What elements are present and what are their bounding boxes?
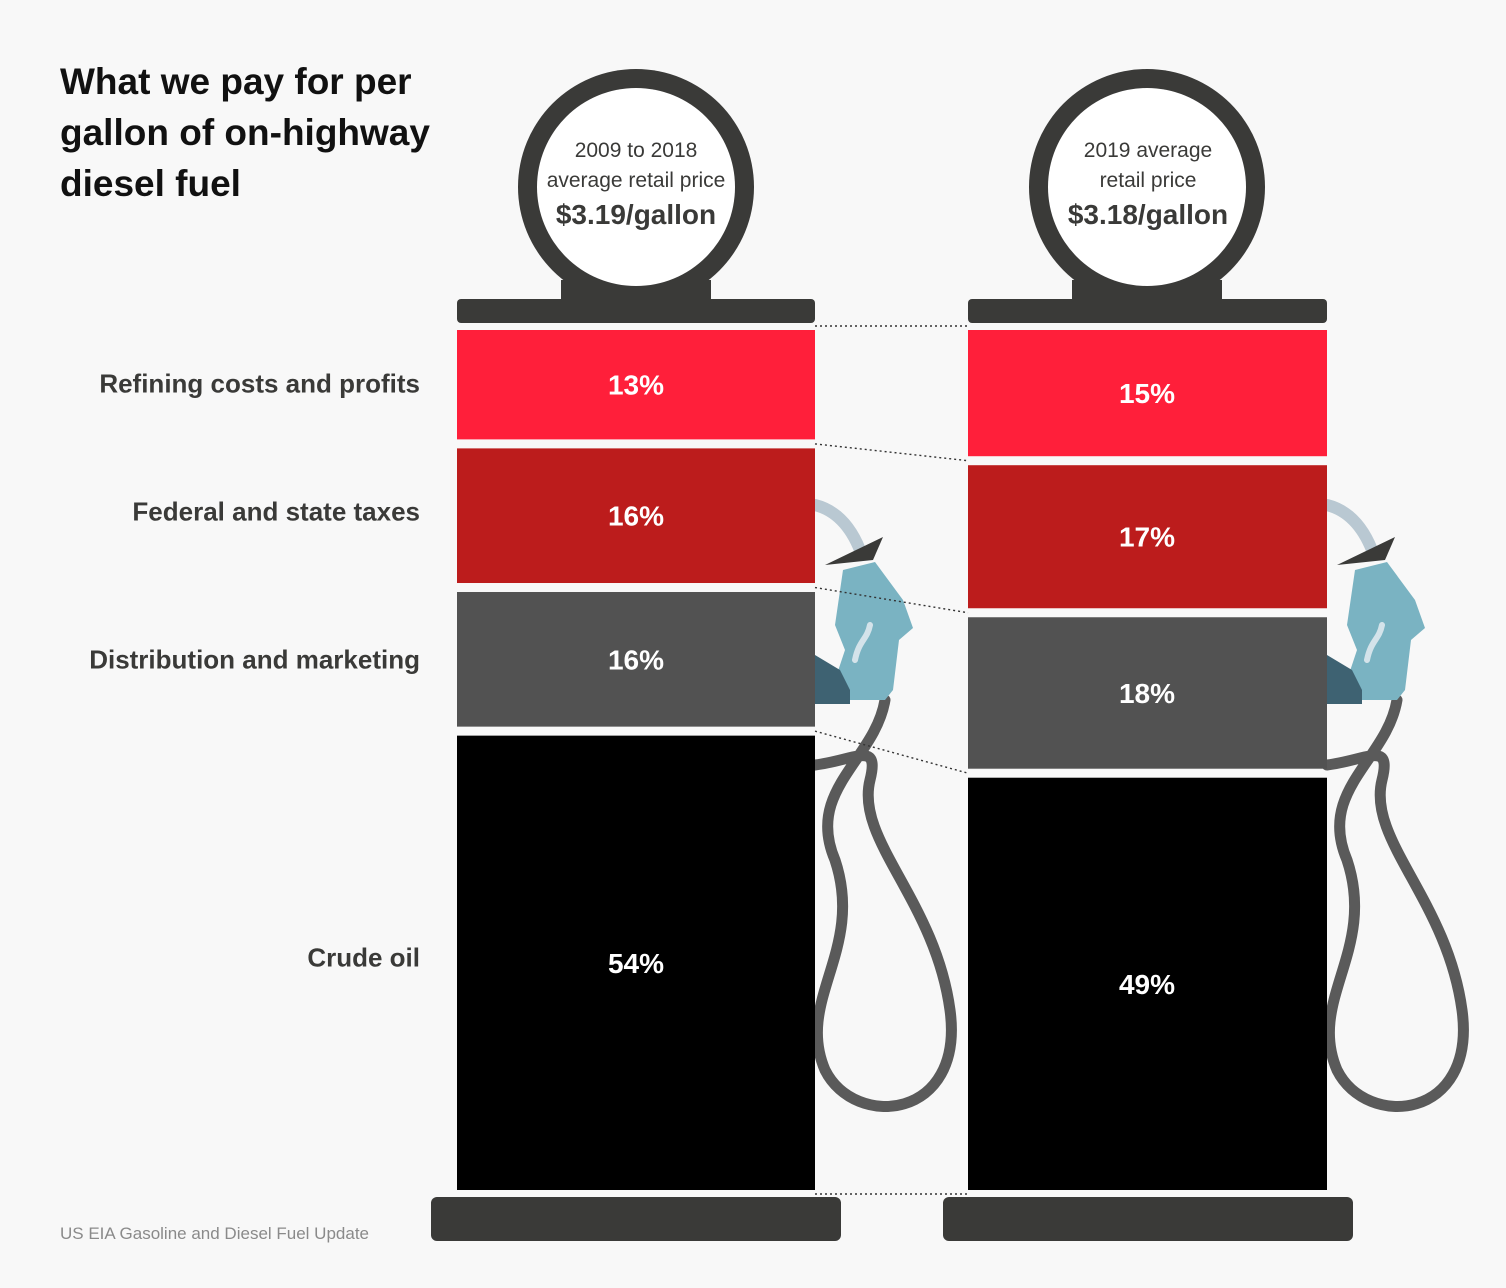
value-label-1-1: 17% <box>1119 522 1175 553</box>
nozzle-body-1 <box>1347 562 1425 700</box>
nozzle-body-0 <box>835 562 913 700</box>
nozzle-cap-0 <box>825 537 883 565</box>
pump-cap-1 <box>968 299 1327 323</box>
gauge-right-price: $3.18/gallon <box>1067 199 1229 230</box>
nozzle-grip-1 <box>1364 622 1385 663</box>
value-label-1-0: 15% <box>1119 378 1175 409</box>
value-label-0-2: 16% <box>608 644 664 675</box>
gauge-face-0 <box>537 88 735 286</box>
bar-0-0 <box>457 330 815 440</box>
gauge-left-line1: 2009 to 2018 <box>574 139 698 162</box>
connector-line-3 <box>814 730 969 774</box>
bar-1-1 <box>968 465 1327 609</box>
nozzle-grip-0 <box>852 622 873 663</box>
category-label-refining: Refining costs and profits <box>99 368 420 399</box>
gauge-text-right: 2019 average retail price $3.18/gallon <box>1038 136 1258 234</box>
gauge-face-1 <box>1048 88 1246 286</box>
nozzle-holder-0 <box>815 655 850 704</box>
value-label-0-3: 54% <box>608 948 664 979</box>
bar-0-3 <box>457 735 815 1190</box>
value-label-0-1: 16% <box>608 501 664 532</box>
gauge-left-line2: average retail price <box>546 169 726 192</box>
bar-1-2 <box>968 617 1327 769</box>
pump-base-0 <box>431 1197 841 1241</box>
gauge-left-price: $3.19/gallon <box>555 199 717 230</box>
pump-cap-0 <box>457 299 815 323</box>
nozzle-holder-1 <box>1327 655 1362 704</box>
category-label-taxes: Federal and state taxes <box>132 496 420 527</box>
bar-0-1 <box>457 448 815 584</box>
connector-line-2 <box>814 586 969 614</box>
gauge-text-left: 2009 to 2018 average retail price $3.19/… <box>526 136 746 234</box>
nozzle-pipe-0 <box>809 499 866 556</box>
category-label-crude-oil: Crude oil <box>307 942 420 973</box>
bar-0-2 <box>457 592 815 727</box>
chart-title: What we pay for per gallon of on-highway… <box>60 61 430 204</box>
value-label-0-0: 13% <box>608 370 664 401</box>
bar-1-0 <box>968 330 1327 457</box>
value-label-1-2: 18% <box>1119 678 1175 709</box>
hose-0 <box>809 694 957 1112</box>
gauge-right-line2: retail price <box>1099 169 1197 192</box>
gauge-right-line1: 2019 average <box>1083 139 1213 162</box>
nozzle-cap-1 <box>1337 537 1395 565</box>
connector-line-1 <box>814 443 969 462</box>
category-label-distribution: Distribution and marketing <box>89 644 420 675</box>
source-note: US EIA Gasoline and Diesel Fuel Update <box>60 1224 370 1243</box>
value-label-1-3: 49% <box>1119 969 1175 1000</box>
nozzle-pipe-1 <box>1321 499 1378 556</box>
pump-base-1 <box>943 1197 1353 1241</box>
hose-1 <box>1321 694 1469 1112</box>
bar-1-3 <box>968 777 1327 1190</box>
